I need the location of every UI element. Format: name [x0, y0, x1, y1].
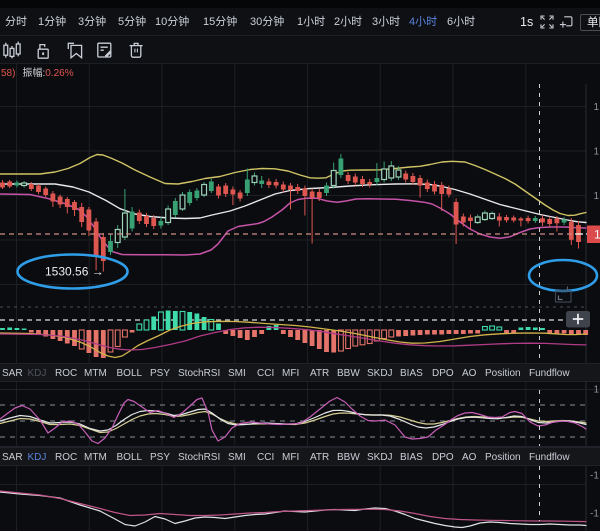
svg-text:1530.56 →: 1530.56 →	[45, 265, 104, 279]
svg-text:1: 1	[594, 191, 600, 202]
svg-text:1: 1	[594, 385, 600, 396]
svg-text:1: 1	[594, 228, 600, 242]
svg-text:1: 1	[594, 102, 600, 113]
svg-text:-1: -1	[590, 509, 599, 520]
svg-text:1: 1	[594, 147, 600, 158]
svg-text:-1: -1	[590, 471, 599, 482]
